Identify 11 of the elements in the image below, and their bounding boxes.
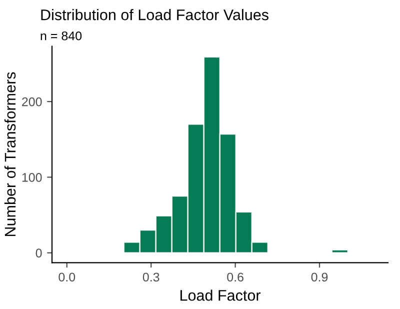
chart-title: Distribution of Load Factor Values bbox=[41, 9, 268, 20]
x-tick-label: 0.9 bbox=[311, 272, 328, 282]
x-axis-title: Load Factor bbox=[180, 290, 261, 301]
y-tick-label: 200 bbox=[22, 97, 42, 106]
y-tick-label: 100 bbox=[22, 172, 42, 182]
x-tick-label: 0.6 bbox=[227, 272, 244, 282]
y-tick-label: 0 bbox=[36, 248, 42, 258]
y-axis-title: Number of Transformers bbox=[4, 72, 16, 236]
x-tick-label: 0.0 bbox=[58, 272, 76, 282]
chart-subtitle: n = 840 bbox=[40, 31, 82, 40]
x-tick-label: 0.3 bbox=[142, 272, 160, 282]
